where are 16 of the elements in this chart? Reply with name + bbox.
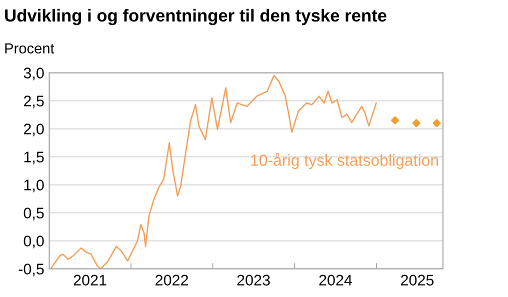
y-tick-label: 2,5 — [24, 96, 44, 108]
x-tick-label: 2022 — [156, 274, 188, 286]
x-tick-label: 2021 — [74, 274, 106, 286]
y-tick-label: 2,0 — [24, 124, 44, 136]
y-tick-label: -0,5 — [18, 264, 44, 276]
chart-title: Udvikling i og forventninger til den tyske rente — [5, 8, 386, 26]
x-tick-label: 2025 — [401, 274, 434, 286]
y-axis-title: Procent — [5, 43, 54, 54]
x-tick-label: 2023 — [237, 274, 270, 286]
y-tick-label: 3,0 — [24, 68, 44, 80]
y-tick-label: 0,5 — [24, 208, 44, 220]
y-tick-label: 1,5 — [24, 152, 44, 164]
y-tick-label: 0,0 — [24, 236, 44, 248]
x-tick-label: 2024 — [319, 274, 352, 286]
text: 10-årig tysk statsobligation — [251, 152, 438, 170]
y-tick-label: 1,0 — [24, 180, 44, 192]
